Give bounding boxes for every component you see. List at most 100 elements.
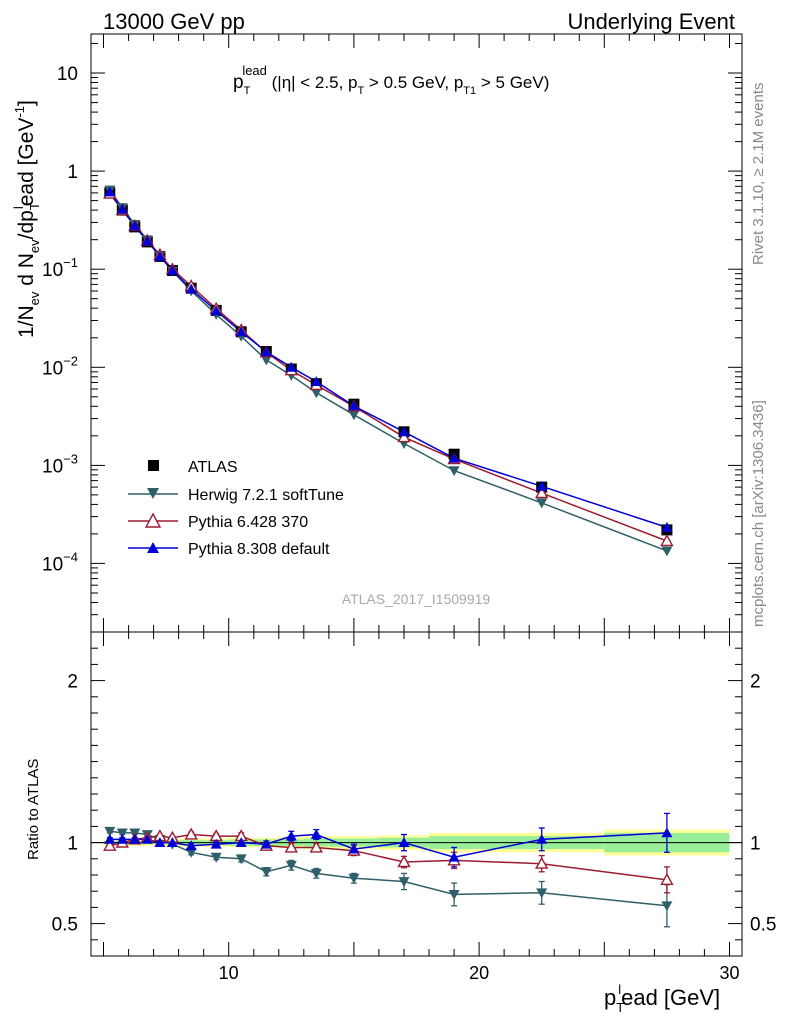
pythia8-ratio-point-2	[129, 833, 141, 844]
ratio-y-tick-label-left-0: 0.5	[52, 915, 78, 936]
herwig-main-point-15	[536, 498, 548, 509]
herwig-main-point-9	[260, 355, 272, 366]
pythia8-main-point-3	[141, 235, 153, 246]
legend-entry-atlas: ATLAS	[148, 459, 238, 476]
herwig-ratio-point-14	[448, 890, 460, 900]
legend-label-atlas: ATLAS	[188, 459, 238, 476]
axis-ticks	[91, 34, 742, 957]
herwig-ratio-point-15	[536, 888, 548, 899]
pythia8-main-point-2	[129, 220, 141, 231]
pythia6-ratio-point-6	[184, 827, 198, 840]
main-y-tick-label-4: 1	[67, 162, 78, 183]
pythia8-main-point-11	[310, 376, 322, 386]
pythia8-main-point-8	[235, 326, 247, 337]
legend-marker-herwig	[147, 488, 159, 499]
main-y-tick-label-5: 10	[57, 64, 78, 85]
herwig-ratio-point-9	[260, 867, 272, 878]
pythia6-ratio-point-13	[397, 855, 411, 868]
side-label-bottom: mcplots.cern.ch [arXiv:1306.3436]	[750, 400, 767, 627]
herwig-ratio-point-6	[185, 847, 197, 858]
legend-entry-herwig: Herwig 7.2.1 softTune	[128, 487, 344, 504]
pythia8-ratio-point-9	[260, 838, 272, 849]
herwig-main-point-11	[310, 388, 322, 399]
pythia8-main-point-1	[116, 203, 128, 214]
pythia8-main-point-5	[166, 265, 178, 275]
legend-entry-pythia8: Pythia 8.308 default	[128, 541, 330, 558]
pythia8-ratio-point-11	[310, 829, 322, 839]
x-tick-label-20: 20	[469, 963, 489, 983]
pythia6-main-point-15	[535, 486, 549, 499]
herwig-main-point-14	[448, 466, 460, 477]
pythia8-main-point-4	[154, 250, 166, 261]
side-label-top: Rivet 3.1.10, ≥ 2.1M events	[750, 83, 767, 266]
legend-label-pythia6: Pythia 6.428 370	[188, 514, 308, 531]
herwig-ratio-point-1	[116, 828, 128, 839]
pythia8-ratio-point-7	[210, 838, 222, 849]
pythia8-ratio-point-14	[448, 851, 460, 862]
ratio-y-tick-label-left-1: 1	[67, 834, 78, 855]
pythia8-ratio-point-13	[398, 837, 410, 847]
series-markers	[103, 185, 674, 912]
pythia6-ratio-point-11	[309, 840, 323, 853]
selection-label: pTlead (|η| < 2.5, pT > 0.5 GeV, pT1 > 5…	[233, 63, 549, 97]
pythia8-ratio-point-1	[116, 833, 128, 844]
herwig-ratio-point-11	[310, 869, 322, 879]
main-y-tick-label-3: 10−1	[42, 255, 78, 281]
main-y-tick-label-1: 10−3	[42, 451, 78, 477]
pythia8-ratio-point-10	[285, 830, 297, 841]
ratio-y-tick-label-left-2: 2	[67, 672, 78, 693]
pythia8-ratio-point-4	[154, 837, 166, 847]
pythia8-main-point-6	[185, 283, 197, 294]
pythia8-main-point-13	[398, 426, 410, 437]
pythia8-ratio-point-5	[166, 837, 178, 847]
pythia8-ratio-point-15	[536, 833, 548, 844]
pythia8-main-point-10	[285, 361, 297, 372]
herwig-main-point-12	[348, 410, 360, 421]
legend-entry-pythia6: Pythia 6.428 370	[128, 512, 308, 531]
legend-marker-pythia8	[147, 542, 159, 553]
legend-label-herwig: Herwig 7.2.1 softTune	[188, 487, 344, 504]
ratio-y-tick-label-right-0: 0.5	[750, 915, 776, 936]
herwig-ratio-point-13	[398, 877, 410, 887]
ratio-y-tick-label-right-1: 1	[750, 834, 761, 855]
main-y-axis-label: 1/Nev d Nev/dpTlead [GeV-1]	[11, 100, 42, 338]
legend: ATLAS Herwig 7.2.1 softTune Pythia 6.428…	[128, 459, 344, 558]
legend-marker-pythia6	[144, 512, 162, 528]
x-tick-label-30: 30	[719, 963, 739, 983]
pythia6-ratio-point-10	[284, 840, 298, 853]
x-axis-label: pTlead [GeV]	[604, 982, 720, 1015]
pythia6-main-point-13	[397, 430, 411, 443]
herwig-ratio-point-12	[348, 873, 360, 884]
herwig-ratio-point-10	[285, 860, 297, 871]
main-y-tick-label-0: 10−4	[42, 549, 78, 575]
pythia8-ratio-point-3	[141, 833, 153, 844]
ratio-y-axis-label: Ratio to ATLAS	[25, 759, 42, 860]
herwig-ratio-point-8	[235, 854, 247, 865]
pythia8-main-point-12	[348, 400, 360, 411]
pythia8-main-point-14	[448, 452, 460, 463]
pythia8-main-point-15	[536, 480, 548, 491]
pythia6-ratio-point-16	[660, 872, 674, 885]
pythia6-main-point-16	[660, 534, 674, 547]
legend-label-pythia8: Pythia 8.308 default	[188, 541, 330, 558]
ratio-y-tick-label-right-2: 2	[750, 672, 761, 693]
pythia8-main-point-0	[104, 186, 116, 197]
pythia8-ratio-point-12	[348, 843, 360, 854]
herwig-ratio-point-7	[210, 852, 222, 863]
analysis-label: ATLAS_2017_I1509919	[342, 591, 491, 607]
tick-labels: 10 20 30 10−4 10−3 10−2 10−1 1 10 0.5 0.5 1 1 2 2	[42, 64, 776, 983]
pythia8-main-point-16	[661, 521, 673, 532]
pythia8-ratio-point-16	[661, 827, 673, 838]
pythia8-main-point-7	[210, 305, 222, 316]
header-right: Underlying Event	[567, 9, 735, 34]
x-tick-label-10: 10	[219, 963, 239, 983]
pythia6-ratio-point-15	[535, 856, 549, 869]
pythia8-main-point-9	[260, 346, 272, 357]
pythia8-ratio-point-0	[104, 833, 116, 844]
header-left: 13000 GeV pp	[103, 9, 245, 34]
main-y-tick-label-2: 10−2	[42, 353, 78, 379]
legend-marker-atlas	[148, 460, 159, 471]
herwig-main-point-16	[661, 546, 673, 557]
pythia8-ratio-point-8	[235, 837, 247, 847]
